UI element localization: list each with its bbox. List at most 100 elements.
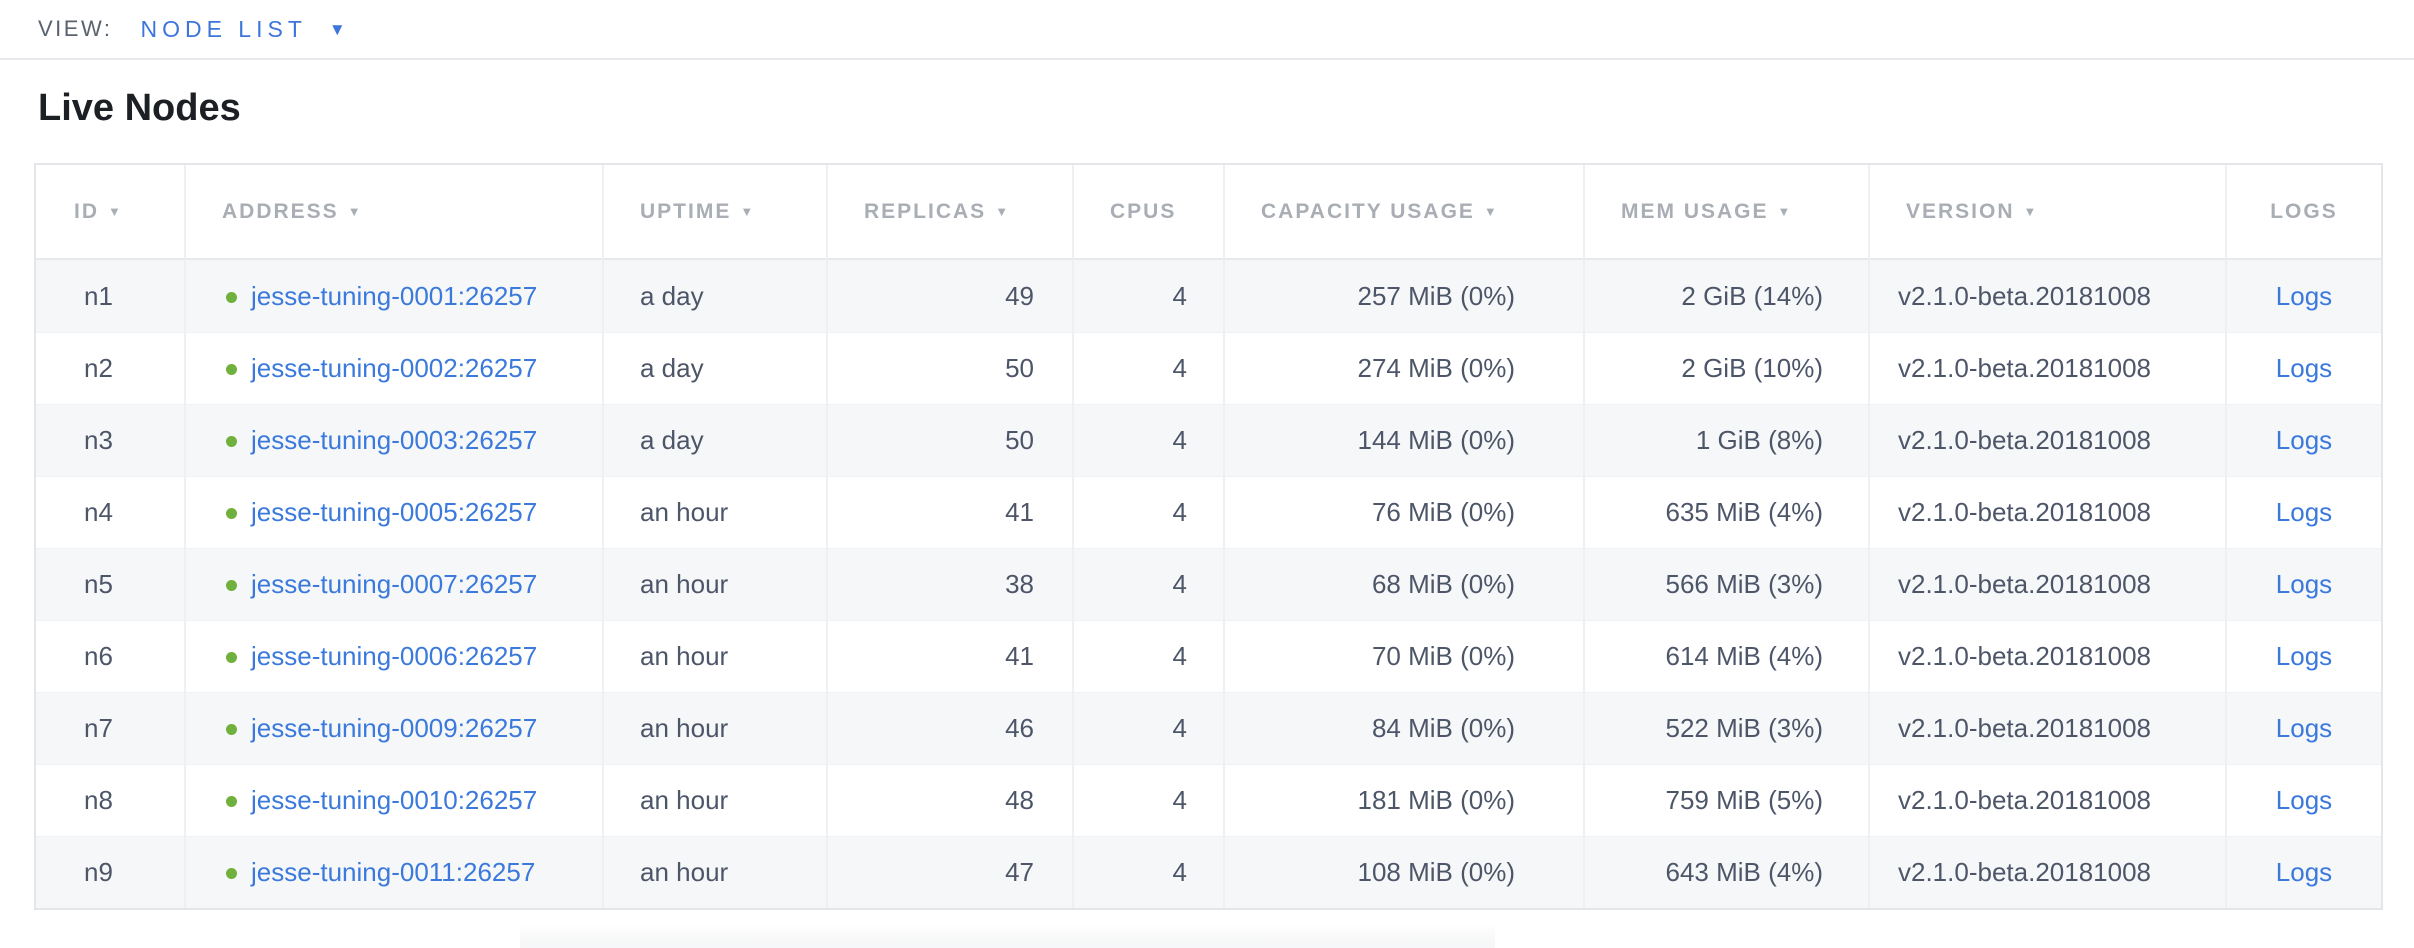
sort-desc-icon: ▼ [347,203,363,219]
node-address-link[interactable]: jesse-tuning-0003:26257 [251,425,538,455]
mem-usage-cell: 643 MiB (4%) [1583,836,1868,908]
uptime-cell: an hour [602,476,826,548]
cpus-cell: 4 [1072,692,1223,764]
logs-link[interactable]: Logs [2275,353,2333,383]
column-header-label: CAPACITY USAGE [1261,199,1475,223]
replicas-cell: 50 [826,404,1072,476]
column-header-mem-usage[interactable]: MEM USAGE ▼ [1583,165,1868,260]
replicas-cell: 47 [826,836,1072,908]
replicas-cell: 48 [826,764,1072,836]
version-cell: v2.1.0-beta.20181008 [1868,764,2225,836]
node-address-cell: jesse-tuning-0005:26257 [184,476,602,548]
column-header-label: UPTIME [640,199,732,223]
mem-usage-cell: 522 MiB (3%) [1583,692,1868,764]
chevron-down-icon: ▼ [328,19,346,39]
version-cell: v2.1.0-beta.20181008 [1868,476,2225,548]
live-nodes-table: ID ▼ ADDRESS ▼ UPTIME ▼ REPLICAS ▼ CPUS [34,163,2383,910]
table-header-row: ID ▼ ADDRESS ▼ UPTIME ▼ REPLICAS ▼ CPUS [36,165,2381,260]
node-healthy-dot-icon [226,436,237,447]
table-row: n9 jesse-tuning-0011:26257 an hour 47 4 … [36,836,2381,908]
column-header-uptime[interactable]: UPTIME ▼ [602,165,826,260]
table-row: n5 jesse-tuning-0007:26257 an hour 38 4 … [36,548,2381,620]
node-address-cell: jesse-tuning-0007:26257 [184,548,602,620]
mem-usage-cell: 614 MiB (4%) [1583,620,1868,692]
sort-desc-icon: ▼ [108,203,123,219]
column-header-label: MEM USAGE [1621,199,1769,223]
capacity-usage-cell: 108 MiB (0%) [1223,836,1583,908]
replicas-cell: 50 [826,332,1072,404]
table-row: n6 jesse-tuning-0006:26257 an hour 41 4 … [36,620,2381,692]
node-healthy-dot-icon [226,364,237,375]
node-id-cell: n8 [36,764,184,836]
cpus-cell: 4 [1072,620,1223,692]
capacity-usage-cell: 70 MiB (0%) [1223,620,1583,692]
version-cell: v2.1.0-beta.20181008 [1868,260,2225,332]
node-address-link[interactable]: jesse-tuning-0005:26257 [251,497,538,527]
capacity-usage-cell: 68 MiB (0%) [1223,548,1583,620]
node-address-link[interactable]: jesse-tuning-0011:26257 [251,857,536,887]
mem-usage-cell: 2 GiB (10%) [1583,332,1868,404]
column-header-id[interactable]: ID ▼ [36,165,184,260]
logs-cell: Logs [2225,332,2381,404]
logs-link[interactable]: Logs [2275,497,2333,527]
uptime-cell: an hour [602,620,826,692]
uptime-cell: a day [602,332,826,404]
table-row: n3 jesse-tuning-0003:26257 a day 50 4 14… [36,404,2381,476]
table-row: n1 jesse-tuning-0001:26257 a day 49 4 25… [36,260,2381,332]
uptime-cell: an hour [602,764,826,836]
logs-cell: Logs [2225,764,2381,836]
sort-desc-icon: ▼ [995,203,1011,219]
cpus-cell: 4 [1072,476,1223,548]
node-id-cell: n7 [36,692,184,764]
version-cell: v2.1.0-beta.20181008 [1868,692,2225,764]
node-address-link[interactable]: jesse-tuning-0006:26257 [251,641,538,671]
node-id-cell: n9 [36,836,184,908]
logs-link[interactable]: Logs [2275,857,2333,887]
column-header-version[interactable]: VERSION ▼ [1868,165,2225,260]
node-address-link[interactable]: jesse-tuning-0007:26257 [251,569,538,599]
view-mode-dropdown[interactable]: NODE LIST ▼ [140,16,345,43]
capacity-usage-cell: 181 MiB (0%) [1223,764,1583,836]
replicas-cell: 46 [826,692,1072,764]
node-id-cell: n4 [36,476,184,548]
mem-usage-cell: 1 GiB (8%) [1583,404,1868,476]
logs-link[interactable]: Logs [2275,713,2333,743]
mem-usage-cell: 2 GiB (14%) [1583,260,1868,332]
logs-link[interactable]: Logs [2275,280,2333,311]
node-address-link[interactable]: jesse-tuning-0009:26257 [251,713,538,743]
node-healthy-dot-icon [226,796,237,807]
version-cell: v2.1.0-beta.20181008 [1868,332,2225,404]
replicas-cell: 41 [826,620,1072,692]
node-address-link[interactable]: jesse-tuning-0001:26257 [251,280,538,311]
node-address-link[interactable]: jesse-tuning-0010:26257 [251,785,538,815]
logs-cell: Logs [2225,836,2381,908]
view-bar: VIEW: NODE LIST ▼ [0,0,2414,60]
node-address-cell: jesse-tuning-0010:26257 [184,764,602,836]
column-header-logs: LOGS [2225,165,2381,260]
uptime-cell: an hour [602,836,826,908]
capacity-usage-cell: 76 MiB (0%) [1223,476,1583,548]
column-header-address[interactable]: ADDRESS ▼ [184,165,602,260]
logs-link[interactable]: Logs [2275,641,2333,671]
table-row: n7 jesse-tuning-0009:26257 an hour 46 4 … [36,692,2381,764]
replicas-cell: 38 [826,548,1072,620]
node-address-cell: jesse-tuning-0003:26257 [184,404,602,476]
node-healthy-dot-icon [226,724,237,735]
uptime-cell: an hour [602,548,826,620]
logs-link[interactable]: Logs [2275,785,2333,815]
node-address-cell: jesse-tuning-0002:26257 [184,332,602,404]
logs-link[interactable]: Logs [2275,569,2333,599]
column-header-replicas[interactable]: REPLICAS ▼ [826,165,1072,260]
version-cell: v2.1.0-beta.20181008 [1868,836,2225,908]
cpus-cell: 4 [1072,836,1223,908]
logs-cell: Logs [2225,620,2381,692]
logs-cell: Logs [2225,548,2381,620]
live-nodes-table-container: ID ▼ ADDRESS ▼ UPTIME ▼ REPLICAS ▼ CPUS [34,163,2383,910]
column-header-capacity-usage[interactable]: CAPACITY USAGE ▼ [1223,165,1583,260]
node-address-link[interactable]: jesse-tuning-0002:26257 [251,353,538,383]
logs-link[interactable]: Logs [2275,425,2333,455]
table-row: n4 jesse-tuning-0005:26257 an hour 41 4 … [36,476,2381,548]
column-header-label: LOGS [2270,199,2338,223]
version-cell: v2.1.0-beta.20181008 [1868,548,2225,620]
node-id-cell: n1 [36,260,184,332]
